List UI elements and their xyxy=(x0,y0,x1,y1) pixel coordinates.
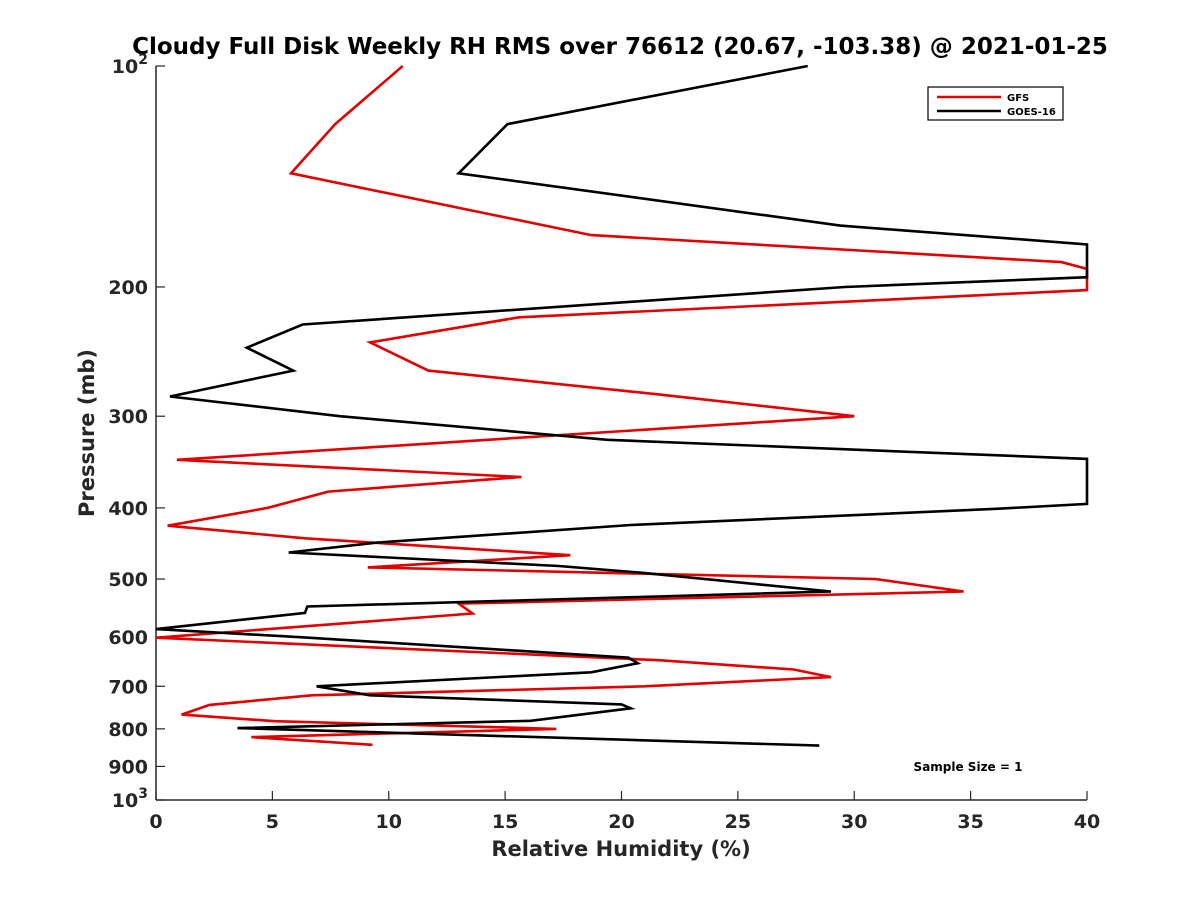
legend: GFS GOES-16 xyxy=(927,86,1064,121)
x-tick-label: 40 xyxy=(1074,811,1100,833)
y-tick-label: 500 xyxy=(108,569,148,591)
legend-label-gfs: GFS xyxy=(1007,93,1029,104)
y-tick-label: 102 xyxy=(112,52,148,78)
y-tick-label: 900 xyxy=(108,756,148,778)
y-tick-label: 700 xyxy=(108,676,148,698)
y-axis-label: Pressure (mb) xyxy=(75,349,99,517)
y-tick-label: 800 xyxy=(108,719,148,741)
chart-title: Cloudy Full Disk Weekly RH RMS over 7661… xyxy=(132,34,1108,60)
x-tick-label: 35 xyxy=(957,811,983,833)
y-tick-label-exponent: 2 xyxy=(138,52,148,68)
y-tick-label: 300 xyxy=(108,406,148,428)
series-line-goes-16 xyxy=(155,64,1089,747)
y-tick-label: 400 xyxy=(108,498,148,520)
series-line-gfs xyxy=(155,65,1089,747)
sample-size-annotation: Sample Size = 1 xyxy=(914,760,1023,774)
legend-box xyxy=(927,86,1064,121)
y-tick-label-base: 10 xyxy=(112,790,138,812)
x-tick-label: 15 xyxy=(492,811,518,833)
x-tick-label: 0 xyxy=(149,811,162,833)
legend-label-goes-16: GOES-16 xyxy=(1007,107,1056,118)
y-tick-label: 103 xyxy=(112,786,148,812)
x-tick-label: 5 xyxy=(266,811,279,833)
y-tick-label: 200 xyxy=(108,277,148,299)
x-tick-label: 20 xyxy=(608,811,634,833)
plot-area: 0 5 10 15 20 25 30 35 40 10220030040050060070080… xyxy=(108,52,1100,833)
x-tick-label: 25 xyxy=(725,811,751,833)
x-tick-label: 30 xyxy=(841,811,867,833)
x-axis-ticks: 0 5 10 15 20 25 30 35 40 xyxy=(149,791,1100,833)
y-tick-label-exponent: 3 xyxy=(138,786,148,802)
series-layer xyxy=(155,64,1089,747)
x-axis-label: Relative Humidity (%) xyxy=(491,837,750,861)
y-tick-label: 600 xyxy=(108,627,148,649)
x-tick-label: 10 xyxy=(376,811,402,833)
y-tick-label-base: 10 xyxy=(112,56,138,78)
